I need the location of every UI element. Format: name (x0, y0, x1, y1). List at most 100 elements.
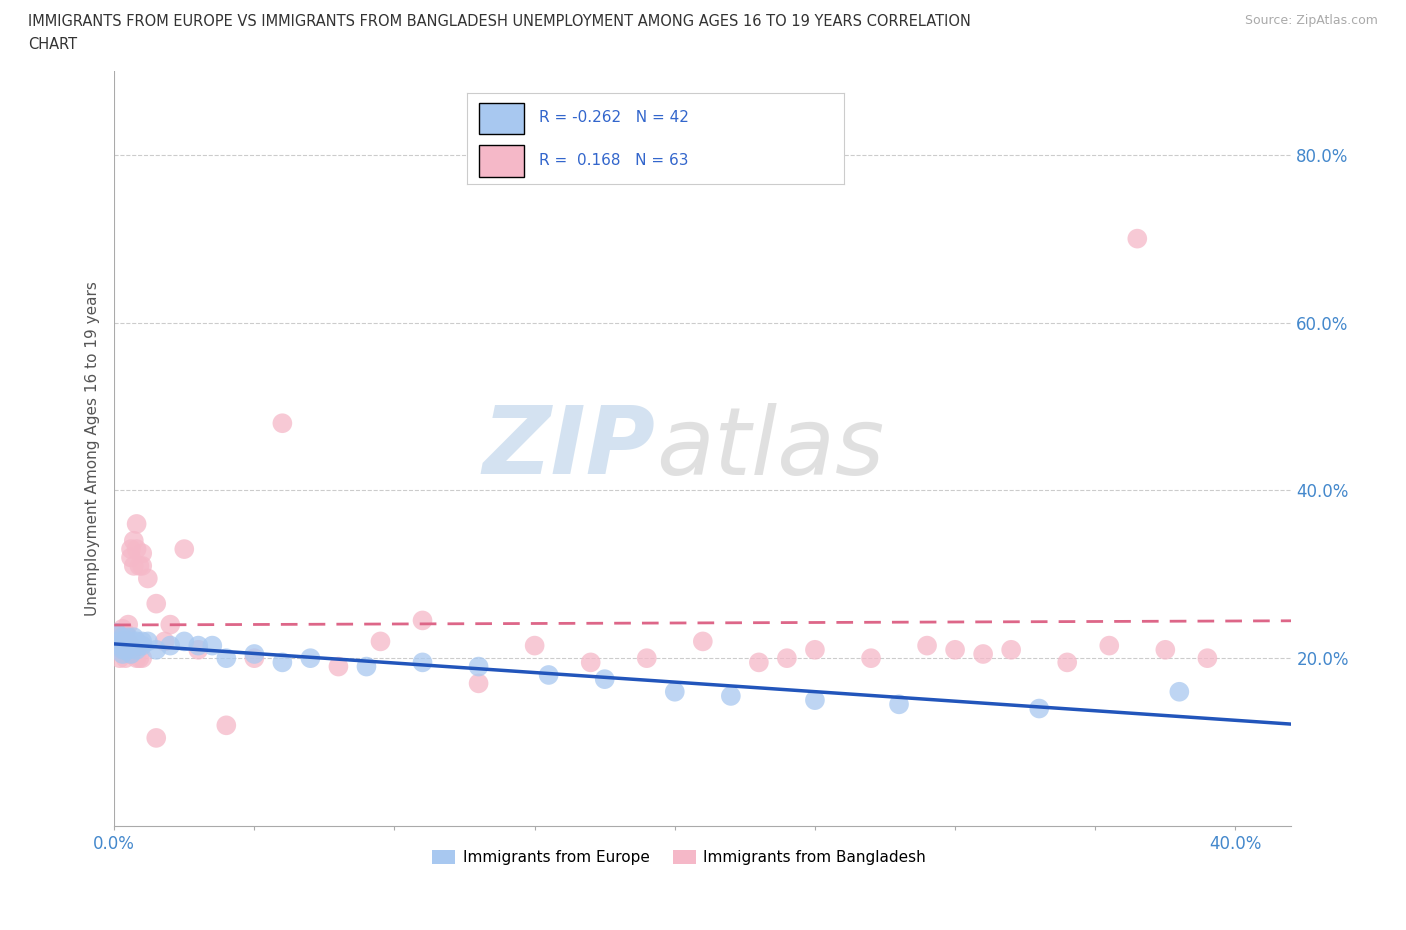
Point (136, 571, 159, 586)
Point (122, 643, 145, 658)
Point (145, 596, 167, 611)
Point (201, 638, 224, 653)
Point (412, 613, 434, 628)
Point (523, 638, 546, 653)
Point (125, 541, 148, 556)
Point (122, 638, 145, 653)
Point (859, 651, 882, 666)
Point (120, 646, 142, 661)
Point (173, 541, 195, 556)
Point (1126, 232, 1149, 246)
Point (131, 651, 153, 666)
Point (537, 668, 560, 683)
Text: IMMIGRANTS FROM EUROPE VS IMMIGRANTS FROM BANGLADESH UNEMPLOYMENT AMONG AGES 16 : IMMIGRANTS FROM EUROPE VS IMMIGRANTS FRO… (28, 14, 972, 29)
Point (243, 646, 266, 661)
Point (114, 634, 136, 649)
Point (467, 676, 489, 691)
Point (720, 688, 742, 703)
Point (122, 558, 145, 573)
Point (105, 643, 128, 658)
Point (111, 643, 134, 658)
Point (117, 643, 139, 658)
Point (114, 651, 136, 666)
Point (108, 638, 131, 653)
Point (299, 651, 322, 666)
Point (215, 651, 238, 666)
Text: Source: ZipAtlas.com: Source: ZipAtlas.com (1244, 14, 1378, 27)
Point (114, 638, 136, 653)
Point (117, 643, 139, 658)
Point (117, 630, 139, 644)
Point (159, 618, 181, 632)
Point (120, 550, 142, 565)
Point (1168, 684, 1191, 699)
Point (187, 643, 209, 658)
Point (122, 630, 145, 644)
Point (131, 638, 153, 653)
Point (243, 651, 266, 666)
Point (105, 634, 128, 649)
Point (1056, 655, 1078, 670)
Point (120, 634, 142, 649)
Point (136, 634, 159, 649)
Point (114, 643, 136, 658)
Point (915, 638, 938, 653)
Point (271, 416, 294, 431)
Point (117, 638, 139, 653)
Point (1098, 638, 1121, 653)
Point (108, 651, 131, 666)
Point (108, 638, 131, 653)
Point (328, 659, 350, 674)
Point (105, 626, 128, 641)
Point (122, 533, 145, 548)
Y-axis label: Unemployment Among Ages 16 to 19 years: Unemployment Among Ages 16 to 19 years (86, 281, 100, 616)
Point (125, 643, 148, 658)
Point (125, 516, 148, 531)
Point (128, 638, 150, 653)
Point (117, 618, 139, 632)
Point (664, 684, 686, 699)
Point (370, 634, 392, 649)
Point (187, 638, 209, 653)
Point (128, 651, 150, 666)
Point (108, 626, 131, 641)
Point (593, 671, 616, 686)
Point (467, 659, 489, 674)
Point (972, 646, 994, 661)
Point (1028, 701, 1050, 716)
Point (1197, 651, 1219, 666)
Point (636, 651, 658, 666)
Text: atlas: atlas (655, 403, 884, 494)
Point (804, 643, 827, 658)
Point (111, 630, 134, 644)
Point (215, 718, 238, 733)
Point (748, 655, 770, 670)
Point (804, 693, 827, 708)
Point (145, 730, 167, 745)
Point (271, 655, 294, 670)
Point (111, 646, 134, 661)
Point (125, 634, 148, 649)
Point (108, 634, 131, 649)
Legend: Immigrants from Europe, Immigrants from Bangladesh: Immigrants from Europe, Immigrants from … (426, 844, 932, 871)
Point (128, 558, 150, 573)
Point (117, 646, 139, 661)
Point (153, 634, 176, 649)
Point (943, 643, 966, 658)
Point (776, 651, 799, 666)
Point (356, 659, 378, 674)
Point (145, 643, 167, 658)
Point (117, 634, 139, 649)
Point (120, 638, 142, 653)
Point (125, 651, 148, 666)
Point (131, 558, 153, 573)
Point (887, 697, 910, 711)
Point (1154, 643, 1177, 658)
Point (173, 634, 195, 649)
Point (111, 621, 134, 636)
Point (131, 546, 153, 561)
Point (111, 630, 134, 644)
Point (1000, 643, 1022, 658)
Point (114, 626, 136, 641)
Point (114, 638, 136, 653)
